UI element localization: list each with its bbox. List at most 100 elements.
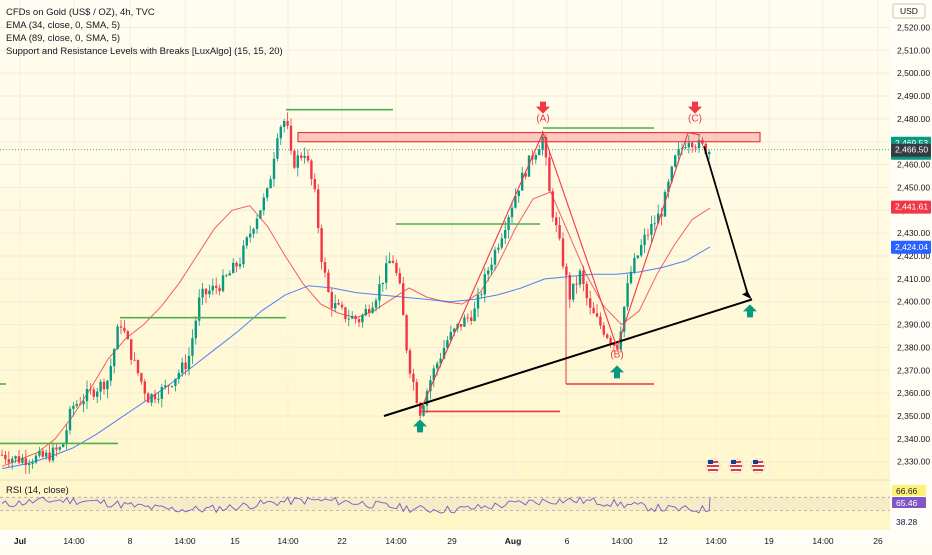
candle-body <box>266 188 269 198</box>
candle-body <box>143 381 146 394</box>
price-badge-label: 2,466.50 <box>895 145 928 155</box>
price-badge-label: 2,441.61 <box>895 202 928 212</box>
candle-body <box>534 155 537 160</box>
currency-box <box>892 3 926 19</box>
candle-body <box>561 238 565 267</box>
candle-body <box>687 142 690 148</box>
price-axis[interactable]: 2,330.00 2,340.00 2,350.00 2,360.00 2,370.00… <box>892 3 930 467</box>
price-badge <box>891 200 931 214</box>
candle-body <box>300 155 303 158</box>
candle-body <box>306 155 310 161</box>
rsi-band <box>0 497 890 511</box>
candle-body <box>147 393 150 403</box>
ema89-legend[interactable]: EMA (89, close, 0, SMA, 5) <box>6 33 121 44</box>
us-flag-icon[interactable] <box>750 458 766 474</box>
candle-body <box>62 443 65 448</box>
candle-body <box>541 136 544 150</box>
candle-body <box>235 262 238 267</box>
candle-body <box>17 456 21 463</box>
price-tick-label: 2,450.00 <box>897 182 930 192</box>
event-flags[interactable] <box>705 458 766 474</box>
price-tick-label: 2,400.00 <box>897 297 930 307</box>
grid-lines <box>0 0 890 480</box>
candle-body <box>697 140 701 149</box>
candle-body <box>398 273 401 284</box>
rsi-badge <box>892 516 926 527</box>
candle-body <box>38 450 41 456</box>
candle-body <box>582 270 585 284</box>
flag-stripe <box>707 465 719 467</box>
candle-body <box>493 249 497 265</box>
candle-body <box>289 125 293 151</box>
candle-body <box>453 328 456 333</box>
candle-body <box>473 308 476 321</box>
candle-body <box>150 394 153 403</box>
candle-body <box>439 358 442 364</box>
rsi-badge-label: 38.28 <box>896 517 918 527</box>
candle-body <box>130 339 133 360</box>
candle-body <box>92 389 95 397</box>
candle-body <box>191 338 194 356</box>
candle-body <box>643 234 646 246</box>
candle-body <box>65 430 68 444</box>
candle-body <box>208 290 211 295</box>
candle-body <box>303 155 306 158</box>
candle-body <box>449 332 452 341</box>
candle-body <box>204 288 208 295</box>
sr-legend[interactable]: Support and Resistance Levels with Break… <box>6 46 283 57</box>
rsi-legend[interactable]: RSI (14, close) <box>6 485 69 496</box>
rsi-badge <box>892 485 926 496</box>
time-axis[interactable]: Jul 14:00 8 14:00 15 14:00 22 14:00 29 Aug 6 14:00 1… <box>14 536 883 546</box>
candle-body <box>480 294 483 296</box>
candle-body <box>31 462 34 464</box>
pattern-drawings: (A) (B) (C) <box>297 101 761 433</box>
candle-body <box>657 213 660 224</box>
candle-body <box>663 192 667 217</box>
up-arrow-icon <box>413 419 427 433</box>
candle-body <box>524 172 527 177</box>
rsi-pane: 66.66 65.46 38.28 <box>0 485 926 527</box>
down-arrow-icon <box>536 101 550 114</box>
ema34-legend[interactable]: EMA (34, close, 0, SMA, 5) <box>6 20 121 31</box>
support-trendline <box>383 298 753 417</box>
candle-body <box>262 197 265 211</box>
up-arrow-icon <box>610 365 624 379</box>
candle-body <box>296 155 299 168</box>
candle-body <box>310 160 313 179</box>
candle-body <box>116 326 119 350</box>
symbol-title[interactable]: CFDs on Gold (US$ / OZ), 4h, TVC <box>6 7 155 18</box>
candle-body <box>34 455 38 463</box>
price-tick-label: 2,340.00 <box>897 434 930 444</box>
time-axis-background <box>0 530 932 550</box>
support-resistance-levels <box>0 108 654 445</box>
price-tick-label: 2,330.00 <box>897 457 930 467</box>
time-tick-label: 14:00 <box>705 536 727 546</box>
candle-body <box>487 270 490 275</box>
rsi-line <box>1 496 711 514</box>
candle-body <box>160 387 163 399</box>
candle-body <box>623 306 626 332</box>
candle-body <box>592 307 595 314</box>
candle-body <box>629 271 633 284</box>
candle-body <box>385 263 388 283</box>
candle-body <box>228 273 231 276</box>
flag-canton <box>708 460 713 464</box>
candle-body <box>436 363 439 369</box>
us-flag-icon[interactable] <box>728 458 744 474</box>
currency-label: USD <box>900 6 918 16</box>
candle-body <box>351 316 354 319</box>
candle-body <box>126 331 129 340</box>
candle-body <box>211 285 214 291</box>
up-arrow-icon <box>743 304 757 318</box>
price-badge <box>891 143 931 157</box>
time-tick-label: 22 <box>337 536 347 546</box>
us-flag-icon[interactable] <box>705 458 721 474</box>
price-tick-label: 2,480.00 <box>897 114 930 124</box>
candle-body <box>674 155 677 167</box>
candle-body <box>636 255 639 258</box>
candle-body <box>704 143 707 155</box>
time-tick-label: 14:00 <box>277 536 299 546</box>
price-tick-label: 2,390.00 <box>897 320 930 330</box>
candle-body <box>85 389 89 402</box>
